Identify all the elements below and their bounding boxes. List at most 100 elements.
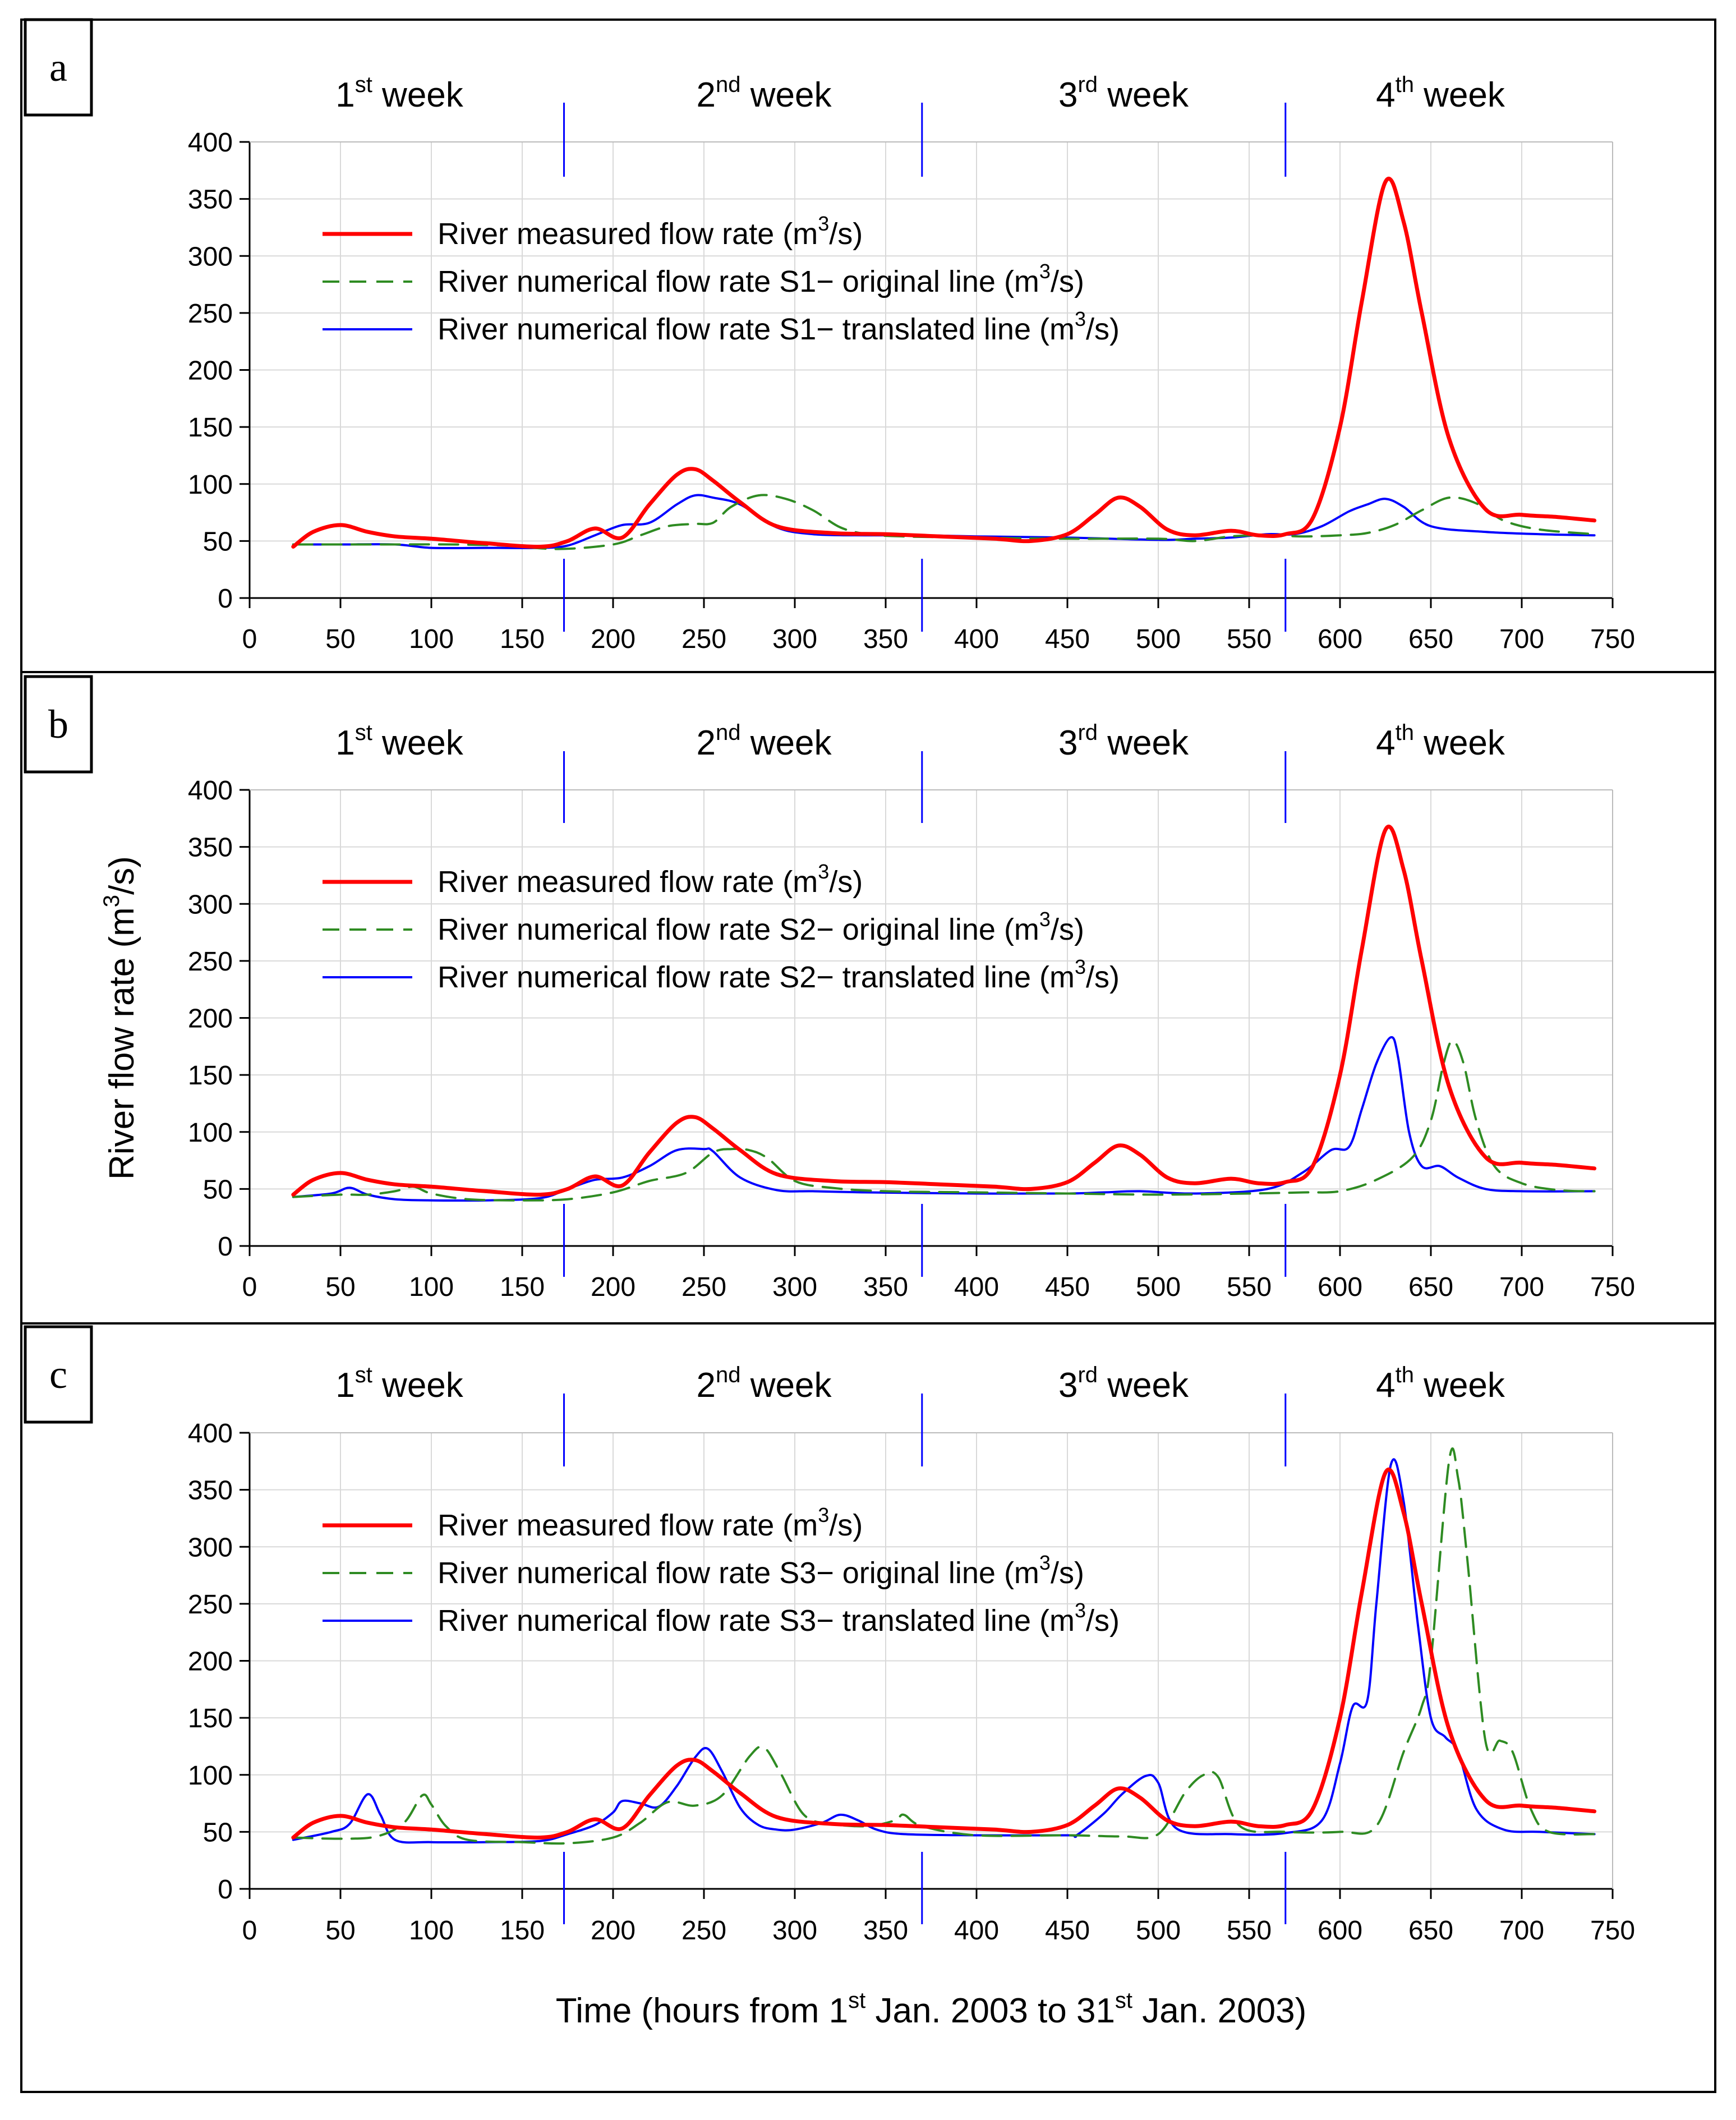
y-tick-label: 100 [188, 470, 233, 500]
panel-letter-box [24, 1325, 93, 1424]
x-tick-label: 100 [409, 1272, 454, 1302]
week-label: 2nd week [697, 720, 832, 762]
legend-entry-translated: River numerical flow rate S2− translated… [438, 955, 1120, 994]
legend-superscript: 3 [818, 212, 829, 235]
x-tick-label: 350 [863, 624, 908, 654]
week-number: 3 [1058, 724, 1077, 762]
x-tick-label: 650 [1408, 624, 1453, 654]
y-tick-label: 350 [188, 185, 233, 215]
y-tick-label: 200 [188, 1004, 233, 1034]
x-tick-label: 0 [242, 1916, 257, 1946]
week-ordinal-suffix: th [1396, 720, 1414, 745]
x-tick-label: 500 [1136, 1272, 1181, 1302]
y-axis-title: River flow rate (m3/s) [99, 856, 141, 1180]
legend-text: River numerical flow rate S3− original l… [438, 1556, 1039, 1590]
legend-entry-measured: River measured flow rate (m3/s) [438, 212, 863, 251]
series-line-translated [292, 494, 1596, 550]
legend-entry-original: River numerical flow rate S3− original l… [438, 1551, 1084, 1590]
series-line-translated [292, 1036, 1596, 1202]
legend-superscript: 3 [1075, 307, 1086, 330]
x-tick-label: 600 [1318, 1272, 1362, 1302]
legend-text: River numerical flow rate S3− translated… [438, 1604, 1075, 1638]
legend-text-end: /s) [829, 1509, 863, 1542]
series-line-measured [291, 824, 1597, 1197]
x-tick-label: 650 [1408, 1272, 1453, 1302]
x-tick-label: 450 [1045, 1916, 1090, 1946]
week-number: 4 [1376, 724, 1395, 762]
x-tick-label: 500 [1136, 624, 1181, 654]
x-tick-label: 100 [409, 624, 454, 654]
week-label: 3rd week [1058, 1363, 1189, 1405]
y-tick-label: 0 [218, 1232, 233, 1262]
week-label: 3rd week [1058, 72, 1189, 114]
legend-superscript: 3 [1039, 1551, 1051, 1574]
panel-letter-box [24, 675, 93, 774]
x-tick-label: 50 [325, 1916, 355, 1946]
x-tick-label: 200 [591, 624, 636, 654]
legend-text: River measured flow rate (m [438, 217, 818, 251]
x-tick-label: 550 [1227, 1272, 1272, 1302]
week-ordinal-suffix: rd [1077, 720, 1098, 745]
y-tick-label: 50 [203, 1818, 233, 1847]
week-ordinal-suffix: st [355, 720, 372, 745]
x-tick-label: 700 [1499, 1916, 1544, 1946]
legend-text: River numerical flow rate S1− original l… [438, 265, 1039, 298]
legend-superscript: 3 [1075, 955, 1086, 978]
x-tick-label: 250 [681, 624, 726, 654]
legend-superscript: 3 [1039, 908, 1051, 931]
y-tick-label: 50 [203, 1175, 233, 1204]
x-axis-title-part: Jan. 2003) [1132, 1992, 1306, 2030]
x-tick-label: 500 [1136, 1916, 1181, 1946]
x-tick-label: 350 [863, 1916, 908, 1946]
week-label: 3rd week [1058, 720, 1189, 762]
x-tick-label: 650 [1408, 1916, 1453, 1946]
y-tick-label: 400 [188, 776, 233, 806]
week-number: 1 [335, 1366, 354, 1405]
x-tick-label: 250 [681, 1916, 726, 1946]
legend-text-end: /s) [1051, 913, 1084, 946]
legend-entry-measured: River measured flow rate (m3/s) [438, 1503, 863, 1542]
week-word: week [372, 724, 464, 762]
week-ordinal-suffix: rd [1077, 1363, 1098, 1387]
week-number: 2 [697, 724, 716, 762]
x-tick-label: 50 [325, 1272, 355, 1302]
week-word: week [1098, 76, 1189, 114]
x-axis-title-part: Time (hours from 1 [556, 1992, 848, 2030]
x-tick-label: 450 [1045, 1272, 1090, 1302]
y-tick-label: 250 [188, 1590, 233, 1620]
week-ordinal-suffix: th [1396, 1363, 1414, 1387]
x-tick-label: 750 [1590, 624, 1635, 654]
legend-entry-measured: River measured flow rate (m3/s) [438, 860, 863, 899]
x-tick-label: 550 [1227, 1916, 1272, 1946]
x-tick-label: 400 [954, 624, 999, 654]
week-label: 1st week [335, 1363, 464, 1405]
week-number: 1 [335, 76, 354, 114]
week-word: week [372, 1366, 464, 1405]
week-word: week [741, 76, 832, 114]
y-tick-label: 150 [188, 1061, 233, 1091]
x-tick-label: 300 [772, 1272, 817, 1302]
legend-text-end: /s) [1051, 1556, 1084, 1590]
y-tick-label: 0 [218, 1875, 233, 1905]
x-axis-title-part: Jan. 2003 to 31 [865, 1992, 1115, 2030]
legend-superscript: 3 [1039, 260, 1051, 283]
y-tick-label: 0 [218, 584, 233, 614]
week-label: 4th week [1376, 72, 1505, 114]
y-tick-label: 50 [203, 527, 233, 557]
panel-letter: c [49, 1352, 67, 1397]
week-ordinal-suffix: nd [716, 720, 741, 745]
series-line-measured [291, 1467, 1597, 1840]
y-tick-label: 350 [188, 833, 233, 863]
legend-entry-translated: River numerical flow rate S3− translated… [438, 1599, 1120, 1638]
week-number: 4 [1376, 1366, 1395, 1405]
legend-entry-original: River numerical flow rate S2− original l… [438, 908, 1084, 946]
legend-text: River numerical flow rate S1− translated… [438, 312, 1075, 346]
week-word: week [372, 76, 464, 114]
y-tick-label: 300 [188, 242, 233, 272]
x-tick-label: 350 [863, 1272, 908, 1302]
legend-text: River measured flow rate (m [438, 865, 818, 899]
x-tick-label: 300 [772, 1916, 817, 1946]
panel-letter: b [48, 702, 68, 747]
